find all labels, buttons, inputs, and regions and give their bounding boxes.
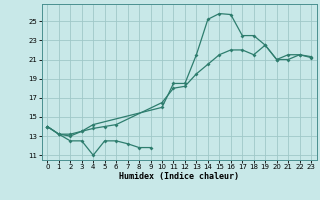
X-axis label: Humidex (Indice chaleur): Humidex (Indice chaleur) [119,172,239,181]
